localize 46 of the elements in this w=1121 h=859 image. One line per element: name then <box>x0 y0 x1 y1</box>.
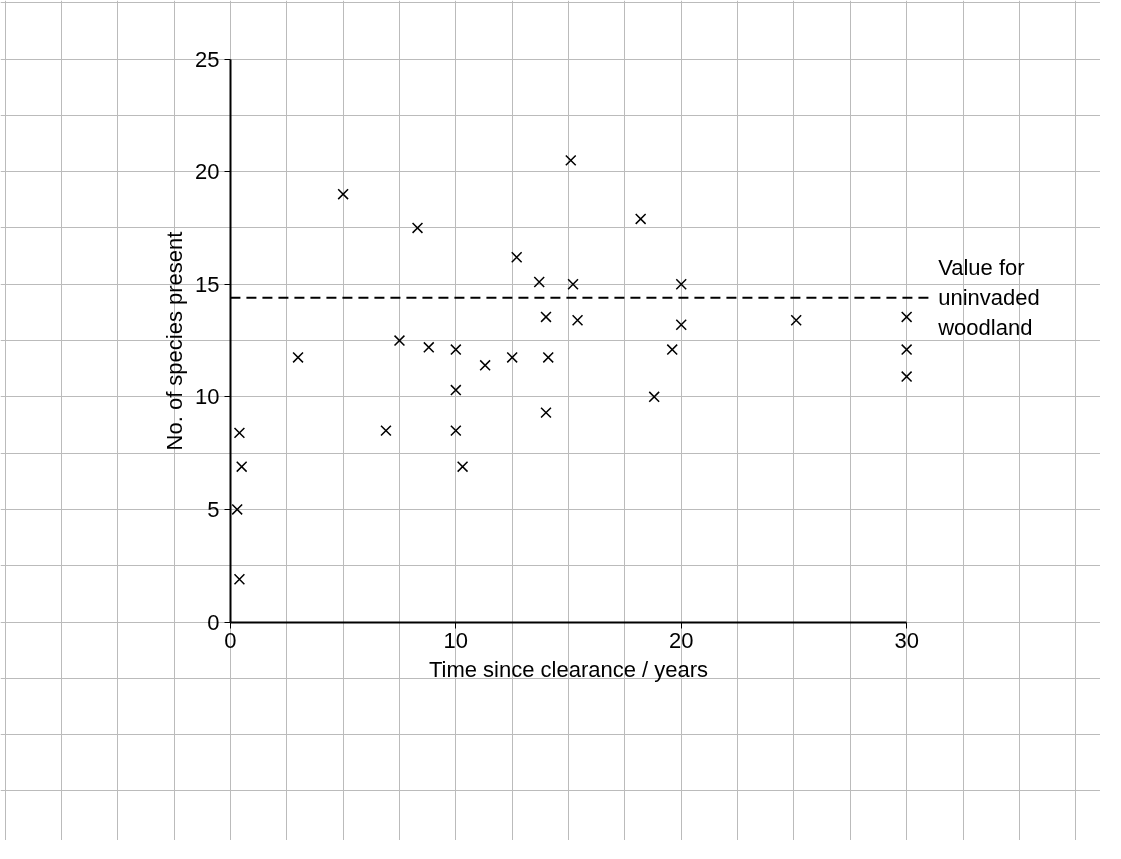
point <box>450 384 462 396</box>
point <box>675 319 687 331</box>
x-axis-title: Time since clearance / years <box>428 656 709 682</box>
point <box>900 370 913 383</box>
point <box>393 334 406 347</box>
point <box>666 343 678 356</box>
y-tick-label: 10 <box>194 384 220 410</box>
point <box>510 251 523 263</box>
point <box>567 278 579 290</box>
point <box>542 351 554 364</box>
point <box>411 222 424 234</box>
point <box>565 154 577 167</box>
point <box>450 343 462 356</box>
point <box>233 573 246 585</box>
point <box>675 278 687 290</box>
point <box>900 311 913 323</box>
point <box>292 351 304 364</box>
point <box>231 503 243 516</box>
y-tick-label: 5 <box>207 496 220 522</box>
x-tick-label: 10 <box>443 628 469 654</box>
point <box>571 314 584 326</box>
point <box>235 460 248 473</box>
point <box>540 406 552 419</box>
point <box>506 351 518 364</box>
point <box>790 314 802 326</box>
point <box>423 341 435 354</box>
point <box>456 460 469 473</box>
point <box>634 213 647 225</box>
point <box>540 311 552 323</box>
y-axis-title: No. of species present <box>162 231 188 451</box>
y-tick-label: 25 <box>194 46 220 72</box>
point <box>233 427 246 439</box>
point <box>337 188 349 200</box>
point <box>648 391 660 403</box>
point <box>380 424 392 437</box>
x-tick-label: 0 <box>224 628 237 654</box>
y-tick-label: 0 <box>207 609 220 635</box>
point <box>900 343 913 356</box>
y-tick-label: 15 <box>194 271 220 297</box>
x-tick-label: 20 <box>669 628 694 654</box>
x-tick-label: 30 <box>894 628 919 654</box>
point <box>479 359 491 372</box>
y-tick-label: 20 <box>194 159 220 185</box>
point <box>533 276 545 288</box>
point <box>450 424 462 437</box>
ref-line-label: Value for uninvaded woodland <box>937 255 1040 341</box>
